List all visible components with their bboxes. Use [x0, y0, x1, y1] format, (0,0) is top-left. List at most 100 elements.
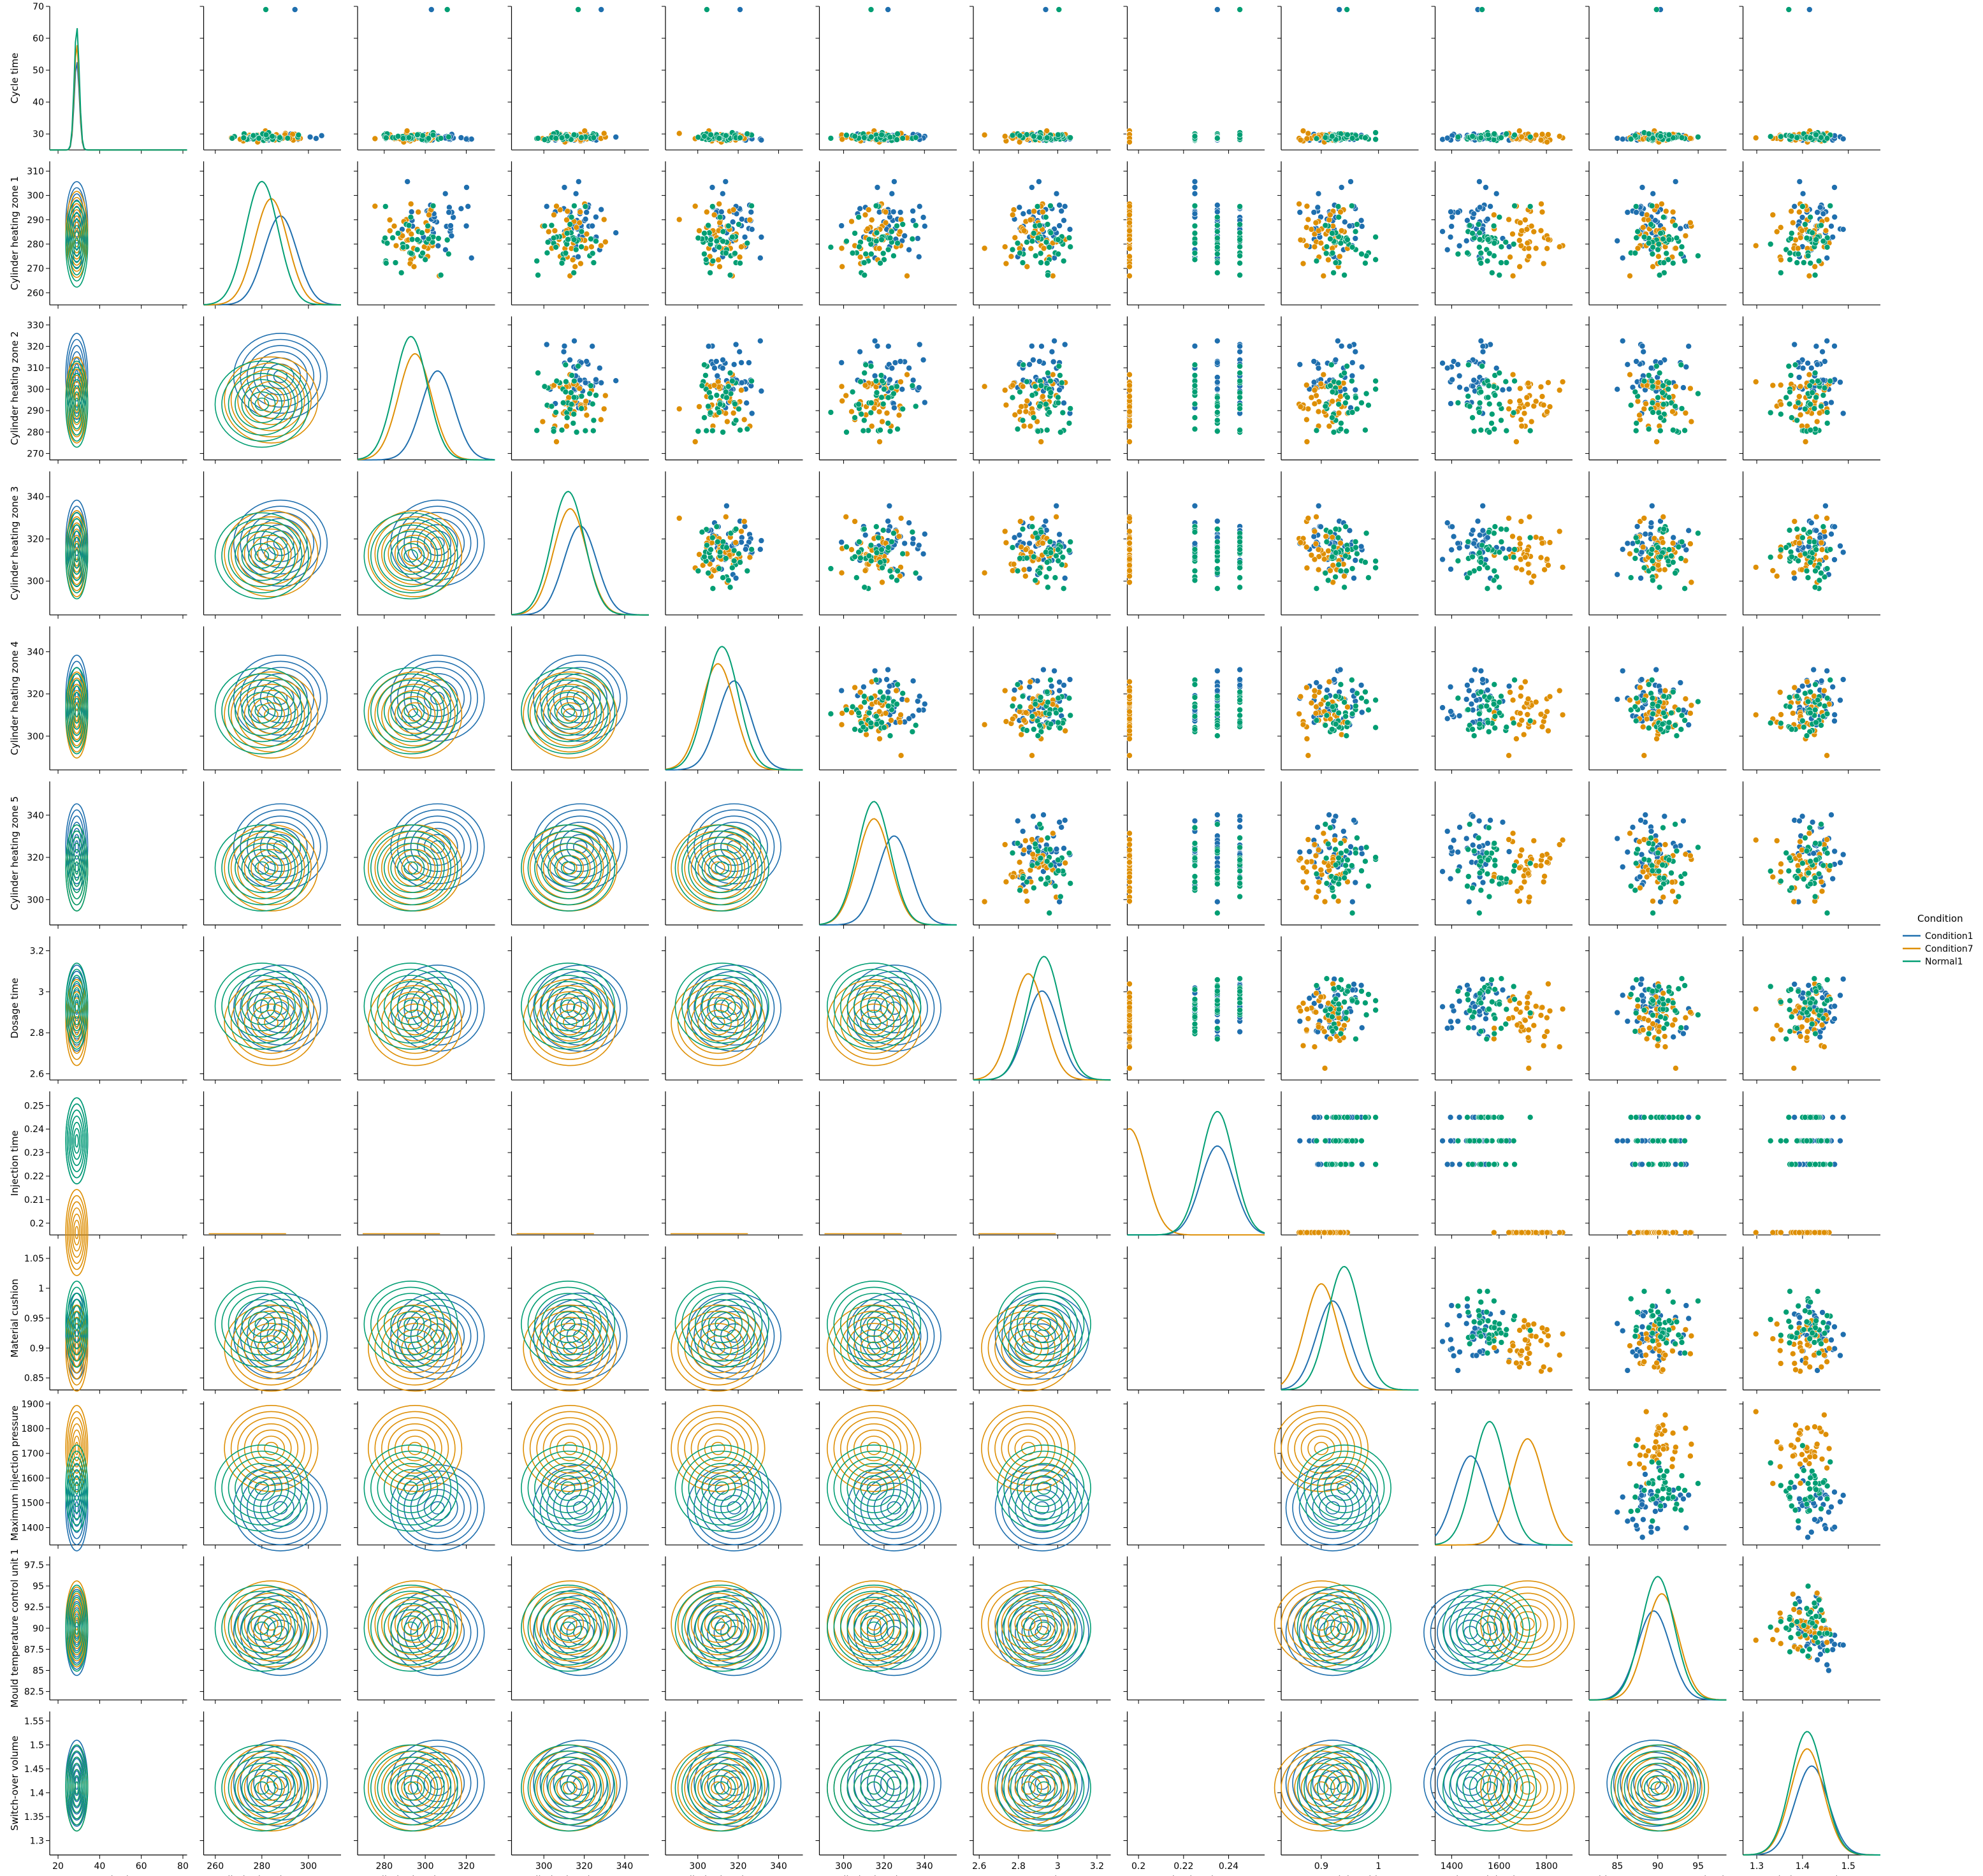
scatter-point-normal1	[720, 574, 726, 581]
scatter-point-normal1	[1632, 132, 1639, 139]
scatter-point-normal1	[398, 270, 405, 276]
scatter-point-condition1	[1314, 204, 1321, 211]
scatter-point-normal1	[1191, 222, 1198, 229]
scatter-point-condition7	[588, 244, 595, 251]
scatter-point-condition1	[746, 360, 752, 366]
scatter-point-normal1	[563, 414, 570, 421]
scatter-point-normal1	[1802, 221, 1808, 228]
scatter-point-condition7	[862, 212, 869, 218]
scatter-point-condition7	[1021, 566, 1028, 573]
scatter-point-condition7	[1315, 546, 1322, 553]
scatter-point-condition7	[1509, 272, 1516, 279]
scatter-point-normal1	[1632, 250, 1639, 256]
scatter-point-condition1	[1805, 360, 1811, 367]
scatter-point-normal1	[544, 239, 551, 245]
scatter-point-normal1	[382, 135, 389, 141]
scatter-point-condition7	[1126, 423, 1133, 430]
scatter-point-condition7	[1526, 513, 1533, 520]
scatter-point-condition1	[720, 190, 726, 197]
scatter-point-normal1	[553, 244, 559, 251]
scatter-point-normal1	[1372, 256, 1379, 263]
scatter-point-condition1	[1796, 178, 1803, 185]
scatter-point-condition1	[1061, 203, 1068, 210]
scatter-point-normal1	[1484, 258, 1491, 265]
scatter-point-condition1	[1814, 209, 1820, 215]
scatter-point-condition7	[581, 127, 588, 135]
scatter-point-condition1	[1214, 518, 1221, 525]
scatter-point-normal1	[1794, 135, 1800, 141]
scatter-point-condition7	[1323, 533, 1329, 540]
cell-cylinder-heating-zone-3-vs-cylinder-heating-zone-3	[507, 471, 649, 619]
scatter-point-condition1	[613, 229, 620, 236]
scatter-point-normal1	[1490, 136, 1497, 143]
kde-contour-normal1	[377, 524, 445, 588]
scatter-point-condition7	[1516, 127, 1523, 135]
scatter-point-normal1	[1237, 272, 1243, 279]
scatter-point-condition1	[1297, 361, 1304, 368]
scatter-point-condition7	[1338, 228, 1345, 234]
scatter-point-normal1	[1678, 135, 1685, 141]
y-tick-label: 320	[27, 534, 44, 544]
scatter-point-condition7	[583, 231, 590, 237]
scatter-point-condition1	[1471, 377, 1477, 384]
scatter-point-normal1	[873, 389, 880, 396]
scatter-point-normal1	[1365, 402, 1372, 409]
kde-curve-condition7	[50, 45, 187, 151]
scatter-point-normal1	[407, 214, 414, 221]
scatter-point-normal1	[1335, 379, 1342, 386]
scatter-point-normal1	[1656, 272, 1663, 279]
scatter-point-normal1	[1237, 363, 1243, 370]
scatter-point-condition7	[882, 219, 889, 226]
scatter-point-condition7	[563, 423, 570, 430]
scatter-point-normal1	[1031, 553, 1037, 560]
scatter-point-normal1	[1485, 394, 1492, 401]
scatter-point-normal1	[868, 363, 875, 370]
scatter-point-condition7	[746, 554, 753, 561]
scatter-point-condition1	[857, 348, 863, 355]
scatter-point-normal1	[1476, 400, 1483, 406]
scatter-point-condition1	[468, 136, 475, 142]
scatter-point-condition7	[1337, 393, 1344, 400]
scatter-point-condition7	[1518, 416, 1525, 423]
scatter-point-condition7	[676, 515, 683, 521]
scatter-point-normal1	[707, 409, 714, 416]
scatter-point-condition7	[1559, 564, 1566, 571]
scatter-point-condition1	[1831, 214, 1838, 221]
scatter-point-condition1	[1456, 242, 1463, 249]
scatter-point-condition1	[1061, 400, 1067, 407]
scatter-point-condition7	[1028, 245, 1035, 252]
scatter-point-condition7	[393, 242, 400, 249]
scatter-point-condition7	[1321, 556, 1328, 563]
scatter-point-condition1	[1463, 237, 1470, 244]
scatter-point-condition1	[757, 254, 764, 261]
scatter-point-condition7	[1663, 208, 1669, 215]
scatter-point-condition7	[1012, 234, 1019, 241]
scatter-point-condition1	[1315, 502, 1322, 509]
scatter-point-condition7	[716, 263, 723, 270]
scatter-point-normal1	[1372, 129, 1379, 136]
scatter-point-normal1	[1036, 570, 1043, 576]
scatter-point-condition7	[1027, 217, 1034, 223]
scatter-point-normal1	[1801, 259, 1807, 266]
scatter-point-normal1	[1767, 241, 1774, 247]
scatter-point-condition7	[1311, 244, 1318, 251]
scatter-point-normal1	[1047, 389, 1054, 396]
scatter-point-condition7	[1341, 572, 1347, 579]
scatter-point-normal1	[1344, 546, 1351, 553]
scatter-point-normal1	[723, 555, 729, 562]
scatter-point-condition1	[748, 410, 755, 417]
scatter-point-condition1	[1237, 348, 1243, 355]
scatter-point-condition1	[598, 379, 605, 386]
scatter-point-normal1	[256, 135, 263, 142]
scatter-point-condition7	[1556, 387, 1563, 393]
scatter-point-condition7	[897, 379, 904, 385]
scatter-point-condition1	[1479, 527, 1486, 534]
scatter-point-normal1	[879, 377, 885, 384]
scatter-point-normal1	[582, 203, 589, 210]
scatter-point-normal1	[1824, 244, 1831, 251]
scatter-point-normal1	[873, 377, 880, 384]
scatter-point-normal1	[861, 135, 868, 141]
scatter-point-condition7	[539, 418, 546, 425]
scatter-point-normal1	[736, 405, 742, 412]
